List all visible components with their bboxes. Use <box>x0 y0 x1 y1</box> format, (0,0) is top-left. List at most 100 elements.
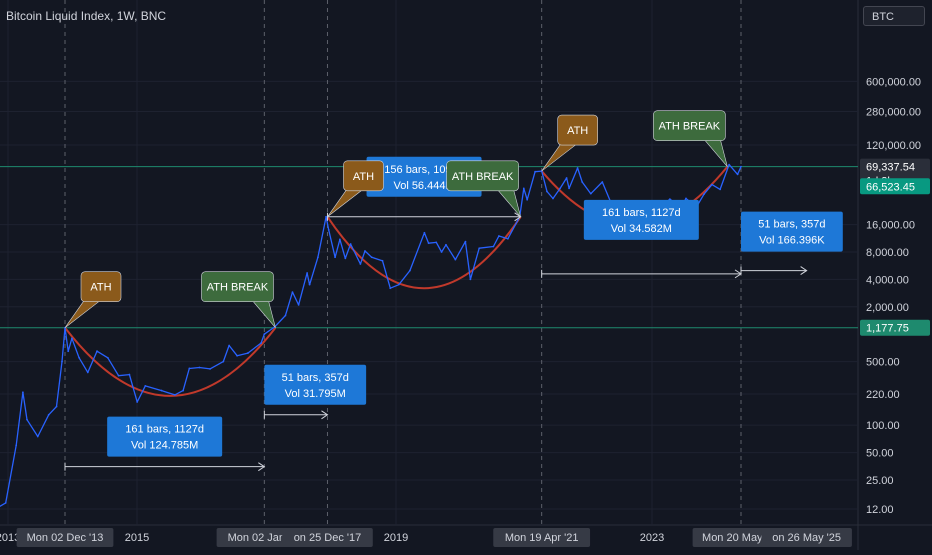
price-point <box>222 360 225 363</box>
price-point <box>106 356 109 359</box>
price-point <box>263 333 266 336</box>
price-point <box>136 401 139 403</box>
price-point <box>685 197 687 200</box>
price-point <box>668 198 671 200</box>
price-point <box>61 360 63 363</box>
price-point <box>47 413 50 416</box>
price-point <box>435 241 438 244</box>
x-tick-label: Mon 20 May '24 <box>702 532 780 544</box>
price-point <box>327 228 330 231</box>
price-point <box>526 198 529 201</box>
price-point <box>70 337 73 340</box>
price-point <box>67 350 70 353</box>
price-point <box>736 173 739 176</box>
price-tag-level <box>860 319 930 336</box>
measure-label-box <box>264 364 367 405</box>
price-point <box>26 418 28 421</box>
measure-label-box <box>741 211 843 252</box>
x-tick-label: on 26 May '25 <box>772 532 841 544</box>
price-point <box>445 243 447 246</box>
measure-label-volume: Vol 166.396K <box>759 235 825 247</box>
callout-label: ATH <box>90 282 111 294</box>
price-point <box>306 272 309 274</box>
price-point <box>96 350 98 353</box>
measure-label-volume: Vol 34.582M <box>611 223 672 235</box>
price-point <box>359 263 362 265</box>
y-tick-label: 2,000.00 <box>866 302 909 314</box>
ath-callout <box>557 114 598 146</box>
price-point <box>291 291 294 293</box>
price-point <box>740 165 742 168</box>
y-tick-label: 500.00 <box>866 357 900 369</box>
y-tick-label: 280,000.00 <box>866 106 921 118</box>
y-tick-label: 220.00 <box>866 389 900 401</box>
price-point <box>423 231 426 234</box>
price-tag-green <box>860 178 930 195</box>
price-point <box>160 389 163 392</box>
y-tick-label: 8,000.00 <box>866 247 909 259</box>
measure-label-box <box>583 199 699 240</box>
price-point <box>565 177 568 179</box>
callout-label: ATH BREAK <box>659 121 721 133</box>
x-marker-label-bg <box>282 528 373 547</box>
price-point <box>559 187 561 190</box>
price-point <box>338 238 341 241</box>
price-point <box>464 240 467 243</box>
x-tick-label: 2023 <box>640 532 664 544</box>
price-point <box>601 181 604 183</box>
x-marker-label-bg <box>761 528 852 547</box>
price-point <box>22 391 24 394</box>
cycle-arc <box>64 327 277 397</box>
price-point <box>173 394 176 396</box>
x-marker-label-bg <box>16 528 114 547</box>
y-tick-label: 50.00 <box>866 448 894 460</box>
ath-break-callout <box>201 271 274 303</box>
x-marker-label-bg <box>493 528 591 547</box>
x-tick-label: 2013 <box>0 532 20 544</box>
y-tick-label: 600,000.00 <box>866 76 921 88</box>
measure-label-bars: 51 bars, 357d <box>758 219 825 231</box>
price-point <box>55 405 58 408</box>
price-point <box>86 371 89 374</box>
price-point <box>469 278 472 281</box>
price-point <box>581 181 584 183</box>
measure-label-bars: 161 bars, 1127d <box>125 424 204 436</box>
price-point <box>209 368 211 370</box>
price-point <box>198 366 201 369</box>
price-point <box>128 373 131 376</box>
measure-arrowhead <box>321 410 329 420</box>
symbol-badge[interactable]: BTC <box>863 6 925 26</box>
price-point <box>478 247 481 250</box>
ath-break-callout <box>653 110 726 141</box>
measure-label-volume: Vol 31.795M <box>285 388 346 400</box>
y-tick-label: 12.00 <box>866 504 894 516</box>
price-point <box>297 303 300 306</box>
price-point <box>182 389 185 392</box>
measure-label-volume: Vol 124.785M <box>131 440 198 452</box>
measure-label-bars: 156 bars, 1092d <box>384 164 464 176</box>
price-point <box>552 197 554 200</box>
price-point <box>117 374 120 377</box>
price-point <box>308 283 311 286</box>
y-tick-label: 4,000.00 <box>866 274 909 286</box>
price-point <box>576 167 579 169</box>
price-point <box>344 257 347 260</box>
x-tick-label: Mon 02 Dec '13 <box>27 532 104 544</box>
price-tag-label: 1,177.75 <box>866 323 909 335</box>
ath-callout <box>343 160 384 192</box>
x-tick-label: 2019 <box>384 532 408 544</box>
callout-label: ATH <box>567 125 588 137</box>
callout-label: ATH BREAK <box>207 282 269 294</box>
price-point <box>534 170 537 173</box>
y-tick-label: 16,000.00 <box>866 220 915 232</box>
measure-label-volume: Vol 56.444M <box>393 180 454 192</box>
price-point <box>506 237 509 240</box>
measure-label-bars: 51 bars, 357d <box>282 372 349 384</box>
price-point <box>497 235 500 237</box>
price-point <box>408 269 411 272</box>
price-point <box>589 192 592 195</box>
price-point <box>349 243 352 245</box>
price-point <box>15 444 18 447</box>
